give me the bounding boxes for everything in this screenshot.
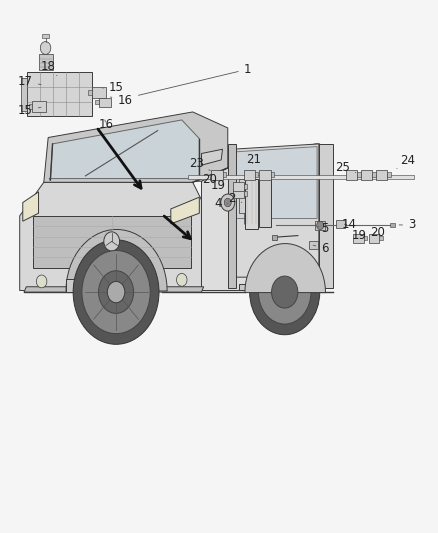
Bar: [272, 235, 277, 240]
Circle shape: [36, 275, 47, 288]
Polygon shape: [259, 170, 271, 180]
Text: 18: 18: [41, 60, 57, 76]
Text: 15: 15: [103, 81, 124, 94]
Circle shape: [258, 260, 311, 324]
Polygon shape: [21, 78, 27, 111]
Text: 1: 1: [138, 63, 251, 95]
Polygon shape: [223, 173, 226, 177]
Circle shape: [107, 281, 125, 303]
Polygon shape: [357, 173, 361, 177]
Circle shape: [317, 221, 324, 230]
Polygon shape: [27, 72, 92, 116]
Text: 19: 19: [211, 179, 229, 192]
Polygon shape: [95, 100, 99, 104]
Polygon shape: [336, 220, 345, 228]
Polygon shape: [315, 221, 325, 230]
Polygon shape: [20, 182, 201, 290]
Text: 2: 2: [228, 192, 242, 205]
Polygon shape: [244, 170, 255, 180]
Polygon shape: [369, 234, 379, 243]
Polygon shape: [44, 168, 228, 182]
Text: 19: 19: [352, 229, 367, 242]
Polygon shape: [244, 184, 247, 189]
Circle shape: [224, 198, 231, 207]
Polygon shape: [233, 182, 244, 191]
Polygon shape: [201, 149, 223, 165]
Polygon shape: [309, 241, 318, 249]
Polygon shape: [232, 144, 319, 277]
Circle shape: [272, 276, 298, 308]
Polygon shape: [234, 147, 317, 219]
Circle shape: [40, 42, 51, 54]
Polygon shape: [361, 170, 372, 180]
Polygon shape: [353, 234, 364, 243]
Text: 25: 25: [335, 161, 356, 174]
Text: 20: 20: [370, 226, 385, 239]
Text: 14: 14: [342, 219, 357, 231]
Text: 16: 16: [110, 94, 132, 107]
Bar: [66, 279, 118, 292]
Text: 21: 21: [246, 154, 261, 166]
Polygon shape: [346, 170, 357, 180]
Text: 6: 6: [313, 242, 329, 255]
Polygon shape: [387, 173, 391, 177]
Polygon shape: [233, 189, 244, 198]
Polygon shape: [364, 236, 367, 240]
Circle shape: [177, 273, 187, 286]
Text: 23: 23: [189, 157, 210, 171]
Text: 17: 17: [18, 75, 41, 87]
Polygon shape: [201, 144, 320, 290]
Polygon shape: [239, 284, 320, 290]
Bar: [390, 223, 395, 227]
Circle shape: [250, 249, 320, 335]
Circle shape: [104, 232, 120, 251]
Polygon shape: [99, 98, 111, 107]
Polygon shape: [33, 216, 191, 268]
Bar: [42, 34, 49, 38]
Circle shape: [221, 194, 235, 211]
Polygon shape: [44, 112, 228, 182]
Text: 4: 4: [214, 197, 228, 210]
Polygon shape: [319, 144, 333, 288]
Polygon shape: [32, 101, 46, 112]
Circle shape: [82, 251, 150, 334]
Polygon shape: [244, 191, 247, 196]
Polygon shape: [23, 192, 39, 221]
Text: 5: 5: [317, 222, 328, 235]
Polygon shape: [379, 236, 383, 240]
Polygon shape: [211, 170, 223, 180]
Polygon shape: [228, 144, 236, 288]
Polygon shape: [271, 173, 274, 177]
Polygon shape: [39, 54, 53, 70]
Polygon shape: [88, 90, 92, 95]
Polygon shape: [24, 287, 204, 292]
Circle shape: [99, 271, 134, 313]
Circle shape: [73, 240, 159, 344]
Polygon shape: [259, 179, 271, 227]
Text: 20: 20: [202, 173, 223, 185]
Polygon shape: [255, 173, 258, 177]
Polygon shape: [29, 104, 32, 109]
Polygon shape: [239, 179, 245, 213]
Polygon shape: [92, 87, 106, 98]
Text: 24: 24: [397, 155, 415, 168]
Polygon shape: [376, 170, 387, 180]
Text: 16: 16: [99, 118, 113, 131]
Text: 15: 15: [18, 104, 41, 117]
Polygon shape: [49, 120, 199, 180]
Polygon shape: [188, 175, 414, 179]
Polygon shape: [171, 197, 199, 224]
Polygon shape: [372, 173, 376, 177]
Text: 3: 3: [399, 219, 415, 231]
Polygon shape: [245, 179, 258, 229]
